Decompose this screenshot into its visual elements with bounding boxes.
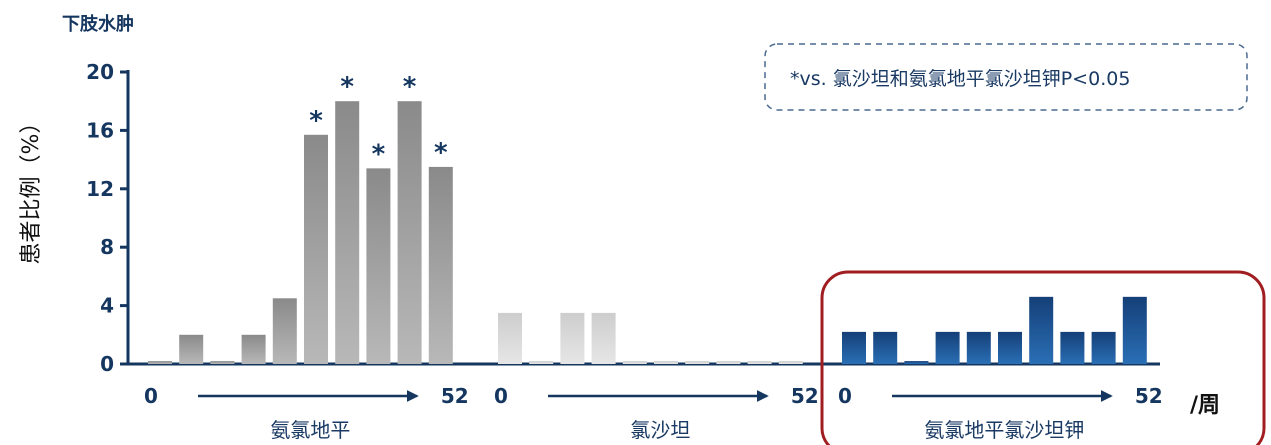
bar <box>873 331 898 364</box>
y-tick-label: 20 <box>86 60 114 84</box>
x-start-label: 0 <box>494 384 508 408</box>
x-unit-label: /周 <box>1190 393 1220 418</box>
bar <box>654 361 678 364</box>
significance-star: * <box>434 138 448 168</box>
bar <box>179 334 204 364</box>
bar <box>904 361 929 364</box>
bar <box>1122 296 1147 364</box>
bar <box>304 134 328 364</box>
significance-star: * <box>340 72 354 102</box>
x-axis-groups: 0 52 氨氯地平 0 52 氯沙坦 0 52 氨氯地平氯沙坦钾 <box>144 384 1163 442</box>
bar <box>498 312 522 364</box>
chart-title: 下肢水肿 <box>62 13 134 35</box>
bar <box>529 361 554 364</box>
significance-star: * <box>309 106 323 136</box>
y-tick-label: 4 <box>100 294 114 318</box>
bar <box>747 361 772 364</box>
x-end-label: 52 <box>441 384 469 408</box>
y-tick-label: 16 <box>86 118 114 142</box>
bar <box>842 331 866 364</box>
group-label: 氯沙坦 <box>630 418 690 442</box>
y-axis-label: 患者比例（%） <box>19 112 44 265</box>
bar <box>591 312 616 364</box>
bar <box>148 361 172 364</box>
bar <box>366 168 391 364</box>
bar <box>778 361 803 364</box>
bar <box>210 361 235 364</box>
bar <box>966 331 991 364</box>
bar <box>1091 331 1116 364</box>
bars <box>148 101 1147 364</box>
bar <box>622 361 647 364</box>
x-end-label: 52 <box>1135 384 1163 408</box>
bar <box>335 101 360 364</box>
bar <box>716 361 741 364</box>
bar <box>560 312 585 364</box>
bar <box>1060 331 1085 364</box>
bar <box>272 298 297 364</box>
annotation-text: *vs. 氯沙坦和氨氯地平氯沙坦钾P<0.05 <box>790 68 1130 90</box>
y-tick-label: 8 <box>100 235 114 259</box>
bar <box>397 101 422 364</box>
highlight-border <box>820 270 1266 445</box>
bar <box>685 361 710 364</box>
significance-markers: * * * * * <box>309 72 448 169</box>
y-tick-label: 12 <box>86 177 114 201</box>
bar <box>998 331 1022 364</box>
group-label: 氨氯地平氯沙坦钾 <box>924 418 1084 442</box>
bar <box>241 334 266 364</box>
bar <box>428 166 453 364</box>
x-start-label: 0 <box>838 384 852 408</box>
bar <box>935 331 960 364</box>
significance-star: * <box>403 72 417 102</box>
x-end-label: 52 <box>791 384 819 408</box>
bar <box>1029 296 1054 364</box>
y-tick-label: 0 <box>100 352 114 376</box>
annotation-box <box>764 43 1248 111</box>
x-start-label: 0 <box>144 384 158 408</box>
group-label: 氨氯地平 <box>270 418 350 442</box>
significance-star: * <box>372 139 386 169</box>
y-axis: 0 4 8 12 16 20 <box>86 60 1160 376</box>
